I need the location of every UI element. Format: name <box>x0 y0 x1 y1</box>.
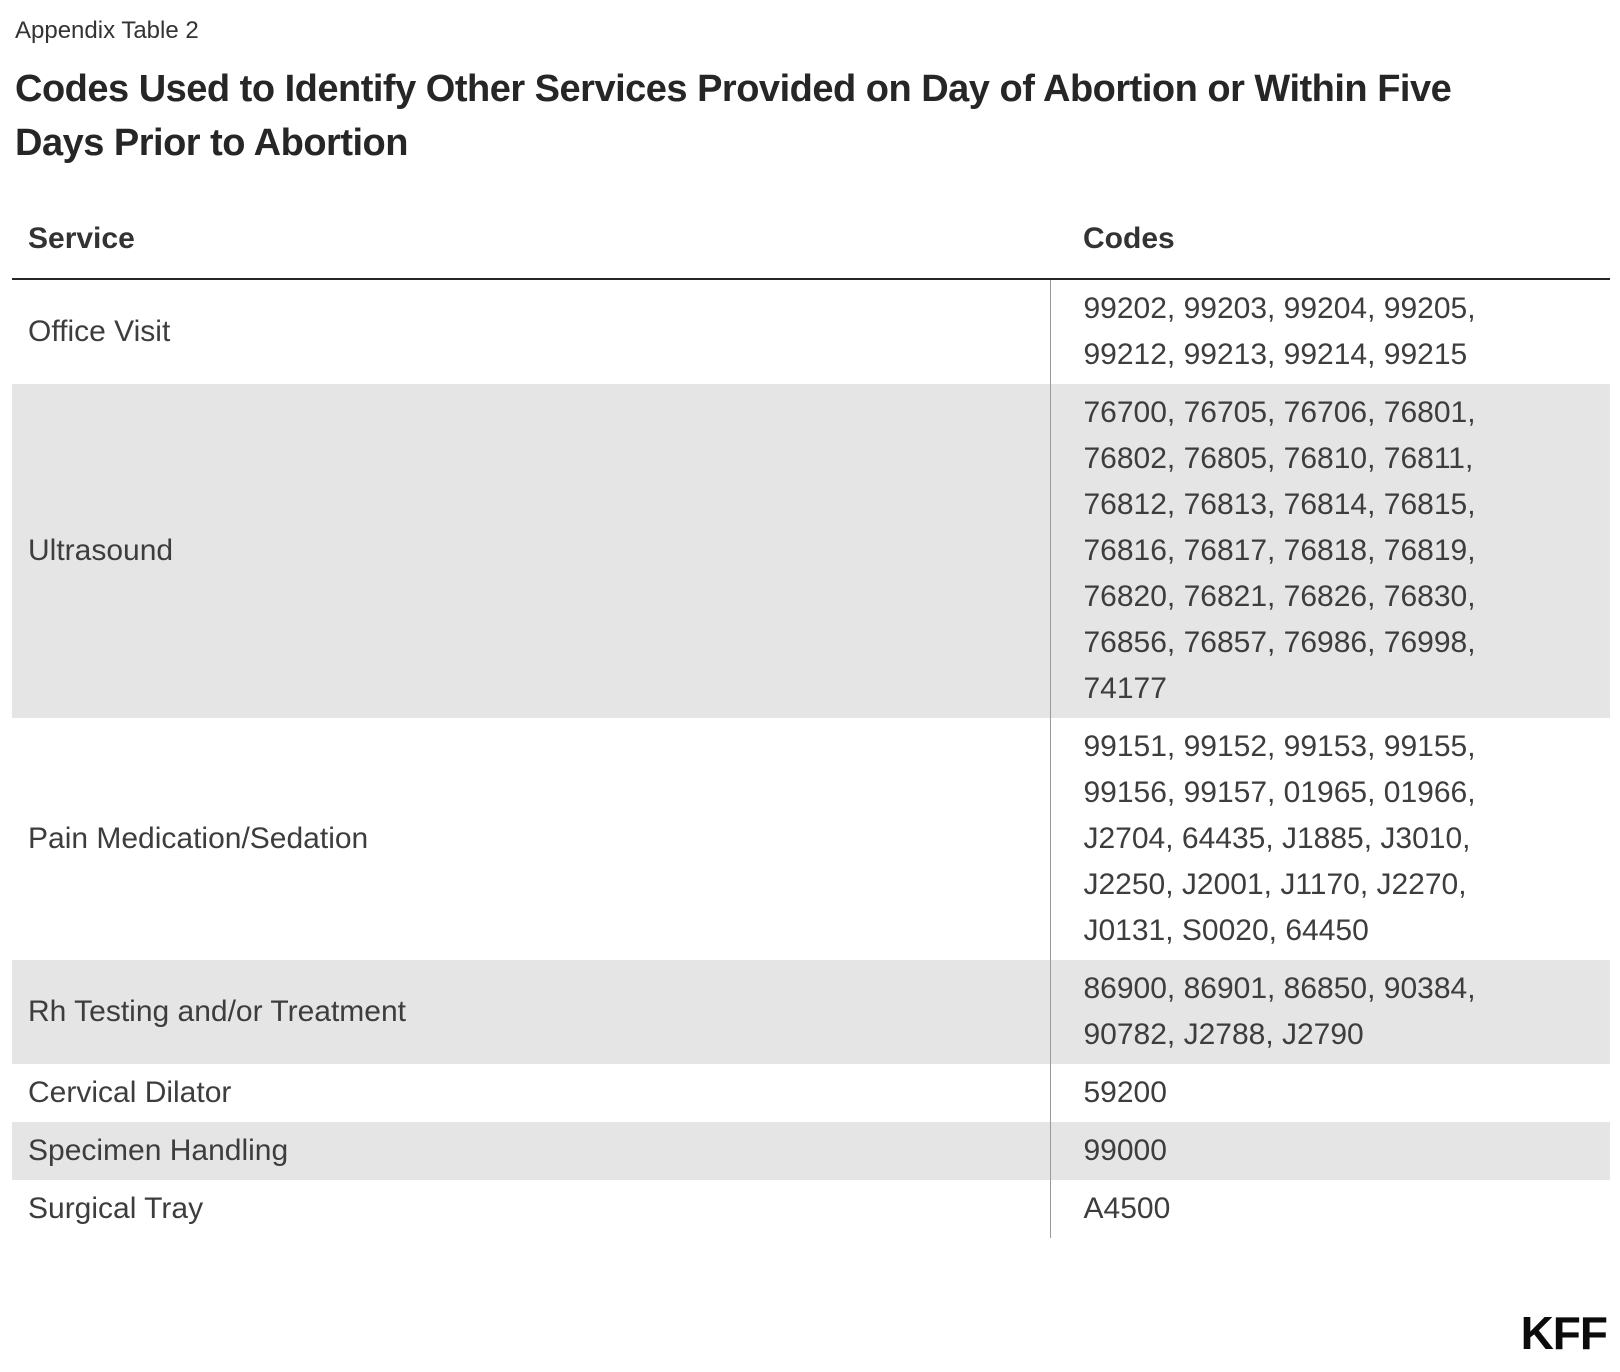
codes-cell: 86900, 86901, 86850, 90384, 90782, J2788… <box>1049 960 1610 1064</box>
service-cell: Rh Testing and/or Treatment <box>12 960 1050 1064</box>
table-eyebrow-label: Appendix Table 2 <box>15 17 199 44</box>
table-row: Surgical Tray A4500 <box>12 1180 1610 1238</box>
service-column-header: Service <box>12 170 1050 280</box>
service-cell: Office Visit <box>28 315 171 348</box>
service-cell: Ultrasound <box>12 384 1050 718</box>
service-cell: Surgical Tray <box>28 1192 204 1225</box>
service-cell: Cervical Dilator <box>28 1076 232 1109</box>
codes-cell: A4500 <box>1049 1180 1610 1238</box>
table-row: Ultrasound 76700, 76705, 76706, 76801, 76… <box>12 384 1610 718</box>
codes-column-header: Codes <box>1050 170 1610 280</box>
table-row: Cervical Dilator 59200 <box>12 1064 1610 1122</box>
table-body: Office Visit 99202, 99203, 99204, 99205, … <box>12 279 1610 1238</box>
service-cell: Pain Medication/Sedation <box>28 822 369 855</box>
codes-cell: 76700, 76705, 76706, 76801, 76802, 76805… <box>1049 384 1610 718</box>
page-title: Codes Used to Identify Other Services Pr… <box>15 68 1452 164</box>
codes-table: Service Codes Office Visit 99202, 99203, … <box>12 170 1610 1238</box>
table-row: Rh Testing and/or Treatment 86900, 86901,… <box>12 960 1610 1064</box>
kff-logo: KFF <box>1520 1307 1608 1359</box>
table-header-row: Service Codes <box>12 170 1610 280</box>
codes-cell: 59200 <box>1049 1064 1610 1122</box>
table-row: Office Visit 99202, 99203, 99204, 99205, … <box>12 279 1610 384</box>
table-row: Pain Medication/Sedation 99151, 99152, 99… <box>12 718 1610 960</box>
service-cell: Specimen Handling <box>12 1122 1050 1180</box>
codes-cell: 99151, 99152, 99153, 99155, 99156, 99157… <box>1049 718 1610 960</box>
codes-cell: 99202, 99203, 99204, 99205, 99212, 99213… <box>1049 279 1610 384</box>
codes-cell: 99000 <box>1049 1122 1610 1180</box>
table-row: Specimen Handling 99000 <box>12 1122 1610 1180</box>
